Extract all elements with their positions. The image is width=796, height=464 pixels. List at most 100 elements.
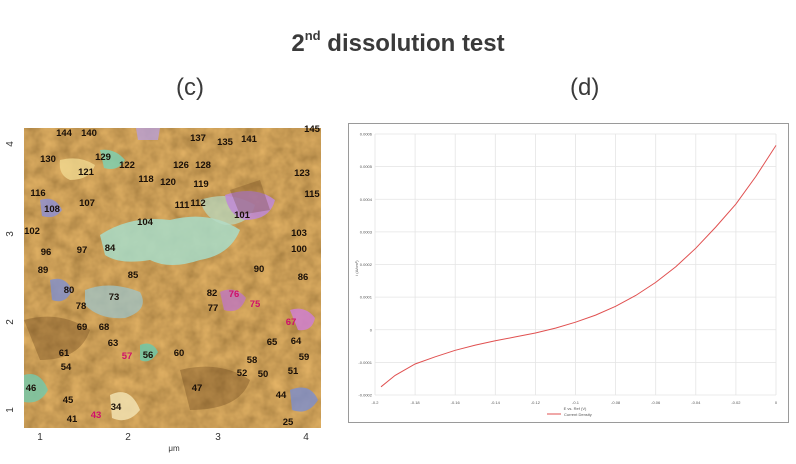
y-tick-label: 0.0006 [360,132,373,137]
y-tick-label: 0.0002 [360,262,373,267]
figure-title: 2nd dissolution test [291,28,505,57]
particle-label: 80 [64,285,75,296]
y-tick-label: 0.0003 [360,229,373,234]
particle-label: 75 [250,299,261,310]
x-tick-label: -0.06 [651,400,661,405]
legend-label: Current Density [564,412,592,417]
particle-label: 54 [61,362,72,373]
y-tick-label: -0.0002 [358,393,372,398]
particle-label: 120 [160,177,176,188]
afm-x-tick: 3 [215,432,221,443]
particle-label: 47 [192,383,203,394]
particle-label: 112 [190,198,205,209]
afm-x-tick: 4 [303,432,309,443]
particle-label: 135 [217,137,234,148]
x-axis-label: E vs. Ref (V) [564,406,587,411]
chart-legend: Current Density [547,412,592,417]
current-density-chart: -0.2 -0.18 -0.16 -0.14 -0.12 -0.1 -0.08 -0.06 -0… [348,123,789,423]
particle-label: 69 [77,322,88,333]
particle-label: 57 [122,351,133,362]
particle-label: 46 [26,383,37,394]
particle-label: 108 [44,204,60,215]
particle-label: 121 [78,167,95,178]
particle-label: 84 [105,243,116,254]
afm-image [24,128,321,428]
particle-label: 118 [138,174,153,185]
particle-label: 119 [193,179,208,190]
particle-label: 68 [99,322,110,333]
afm-y-tick: 4 [5,141,16,147]
panel-label-c: (c) [176,74,204,101]
particle-label: 64 [291,336,302,347]
particle-label: 63 [108,338,119,349]
x-tick-label: -0.18 [411,400,421,405]
particle-label: 56 [143,350,154,361]
particle-label: 85 [128,270,139,281]
particle-label: 77 [208,303,219,314]
particle-label: 104 [137,217,154,228]
y-tick-label: -0.0001 [358,360,372,365]
particle-label: 116 [30,188,45,199]
particle-label: 100 [291,244,307,255]
particle-label: 128 [195,160,211,171]
chart-grid [374,133,777,396]
particle-label: 61 [59,348,70,359]
chart-y-ticks: 0.0006 0.0005 0.0004 0.0003 0.0002 0.0001 0 -0.… [358,132,372,398]
particle-label: 126 [173,160,189,171]
x-tick-label: 0 [775,400,778,405]
x-tick-label: -0.16 [451,400,461,405]
y-axis-label: i (A/cm²) [354,260,359,276]
series-line-current-density [380,145,777,388]
particle-label: 58 [247,355,258,366]
y-tick-label: 0.0001 [360,295,373,300]
y-tick-label: 0.0004 [360,197,373,202]
x-tick-label: -0.08 [611,400,621,405]
afm-axes: 1 2 3 4 μm 1 2 3 4 [5,141,309,453]
particle-label: 41 [67,414,78,425]
particle-label: 25 [283,417,294,428]
particle-label: 65 [267,337,278,348]
particle-label: 137 [190,133,206,144]
particle-label: 129 [95,152,111,163]
particle-label: 76 [229,289,240,300]
y-tick-label: 0.0005 [360,164,373,169]
particle-label: 59 [299,352,310,363]
x-tick-label: -0.04 [691,400,701,405]
particle-label: 90 [254,264,265,275]
particle-label: 78 [76,301,87,312]
afm-x-tick: 1 [37,432,43,443]
y-tick-label: 0 [370,327,373,332]
x-tick-label: -0.14 [491,400,501,405]
particle-label: 140 [81,128,97,139]
particle-label: 89 [38,265,49,276]
afm-particle-labels: 144 140 145 137 135 141 130 129 126 128 122 121 123 1… [24,124,321,428]
particle-label: 115 [304,189,320,200]
particle-label: 107 [79,198,95,209]
particle-label: 96 [41,247,52,258]
particle-label: 103 [291,228,307,239]
particle-label: 73 [109,292,120,303]
particle-label: 97 [77,245,88,256]
particle-label: 43 [91,410,102,421]
particle-label: 141 [241,134,258,145]
chart-series [380,145,777,388]
x-tick-label: -0.02 [731,400,741,405]
afm-y-tick: 2 [5,319,16,325]
particle-label: 50 [258,369,269,380]
particle-label: 123 [294,168,310,179]
afm-y-tick: 1 [5,407,16,413]
afm-x-tick: 2 [125,432,131,443]
particle-label: 44 [276,390,287,401]
x-tick-label: -0.2 [372,400,380,405]
particle-label: 144 [56,128,73,139]
particle-label: 51 [288,366,299,377]
afm-x-unit: μm [168,444,180,453]
particle-label: 67 [286,317,297,328]
particle-label: 145 [304,124,321,135]
particle-label: 102 [24,226,40,237]
particle-label: 122 [119,160,135,171]
panel-label-d: (d) [570,74,600,101]
particle-label: 130 [40,154,56,165]
particle-label: 86 [298,272,309,283]
